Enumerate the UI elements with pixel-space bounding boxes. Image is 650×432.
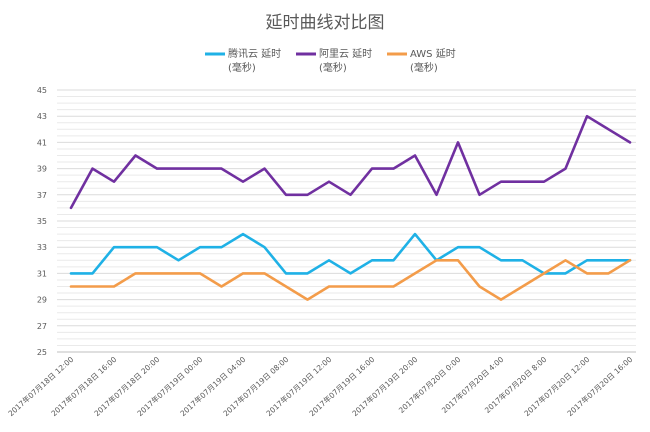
y-tick-label: 29 [37,296,47,305]
y-tick-label: 39 [37,165,47,174]
y-tick-label: 31 [37,269,47,278]
y-tick-label: 35 [37,217,47,226]
y-tick-label: 41 [37,138,47,147]
y-tick-label: 43 [37,112,47,121]
y-axis: 25 27 29 31 33 35 37 39 41 43 45 [37,86,47,357]
legend-label: 腾讯云 延时 [228,47,281,60]
chart-title: 延时曲线对比图 [266,13,385,33]
legend-label: AWS 延时 [410,48,456,60]
y-tick-label: 25 [37,348,47,357]
y-tick-label: 45 [37,86,47,95]
gridlines [57,89,636,353]
legend-unit: (毫秒) [410,61,438,74]
y-tick-label: 33 [37,243,47,252]
y-tick-label: 37 [37,191,47,200]
series-lines [69,114,632,301]
y-tick-label: 27 [37,322,47,331]
legend-label: 阿里云 延时 [319,48,372,60]
legend: 腾讯云 延时(毫秒)阿里云 延时(毫秒)AWS 延时(毫秒) [205,47,456,74]
legend-unit: (毫秒) [228,61,256,74]
legend-unit: (毫秒) [319,61,347,74]
